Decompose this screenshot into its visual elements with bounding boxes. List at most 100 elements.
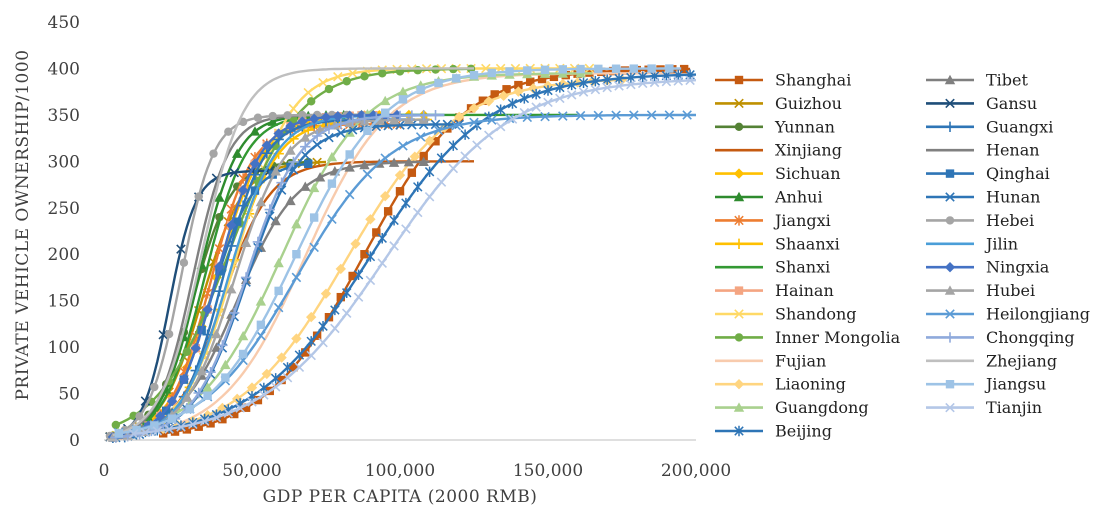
y-tick-label: 50 — [58, 385, 80, 405]
data-point-chongqing — [264, 204, 275, 215]
data-point-qinghai — [304, 159, 313, 169]
data-point-tianjin — [199, 416, 210, 426]
legend-marker — [734, 333, 744, 342]
legend-label: Hunan — [986, 188, 1040, 207]
data-point-tibet — [388, 157, 400, 167]
data-point-jiangsu — [452, 74, 461, 83]
data-point-ningxia — [344, 110, 355, 121]
data-point-tianjin — [176, 422, 186, 432]
data-point-tibet — [300, 181, 311, 191]
data-point-chongqing — [288, 156, 299, 168]
data-point-ningxia — [155, 410, 166, 422]
data-point-ningxia — [285, 120, 296, 132]
data-point-shanghai — [277, 375, 286, 385]
data-point-beijing — [282, 362, 293, 373]
data-point-jiangsu — [594, 64, 603, 74]
data-point-shandong — [303, 87, 314, 98]
legend-label: Qinghai — [986, 164, 1050, 183]
y-tick-label: 450 — [48, 13, 80, 33]
data-point-heilongjiang — [486, 115, 497, 125]
legend-marker — [733, 168, 745, 179]
data-point-tianjin — [661, 76, 672, 87]
data-point-tianjin — [543, 97, 553, 108]
data-point-chongqing — [193, 387, 204, 399]
data-point-gansu — [176, 244, 186, 254]
data-point-heilongjiang — [504, 113, 515, 124]
data-point-jiangsu — [150, 421, 159, 430]
data-point-beijing — [578, 77, 589, 89]
legend-item-beijing: Beijing — [715, 422, 832, 441]
data-point-tianjin — [685, 75, 695, 86]
data-point-tianjin — [389, 241, 399, 251]
data-point-chongqing — [359, 113, 370, 124]
data-point-beijing — [318, 321, 328, 332]
data-point-tianjin — [472, 140, 482, 150]
data-point-anhui — [267, 116, 278, 126]
legend-marker — [945, 192, 955, 202]
legend-label: Xinjiang — [775, 141, 842, 160]
data-point-tianjin — [401, 224, 411, 234]
data-point-ningxia — [237, 184, 249, 196]
legend-item-shanghai: Shanghai — [715, 71, 851, 90]
data-point-beijing — [590, 75, 601, 87]
data-point-chongqing — [406, 110, 418, 121]
data-point-beijing — [341, 287, 352, 298]
x-axis: 0 50,000 100,000 150,000 200,000 — [99, 439, 731, 481]
data-point-jiangsu — [309, 213, 319, 222]
data-point-heilongjiang — [629, 110, 639, 120]
y-tick-label: 0 — [69, 431, 80, 451]
data-point-qinghai — [250, 186, 260, 195]
series-heilongjiang — [114, 110, 696, 438]
data-point-chongqing — [418, 110, 429, 121]
data-point-jiangxi — [226, 203, 237, 215]
legend-marker — [734, 98, 744, 109]
plot-area — [105, 63, 697, 443]
data-point-heilongjiang — [362, 169, 373, 179]
data-point-jiangsu — [238, 349, 248, 359]
data-point-liaoning — [306, 311, 317, 323]
data-point-guangdong — [220, 359, 231, 370]
data-point-jiangsu — [256, 320, 266, 330]
data-point-jiangsu — [185, 404, 195, 414]
data-point-jiangsu — [345, 150, 354, 159]
data-point-anhui — [232, 148, 243, 158]
data-point-beijing — [460, 129, 470, 140]
data-point-beijing — [448, 140, 459, 151]
data-point-beijing — [602, 74, 612, 85]
data-point-jiangsu — [487, 68, 496, 78]
data-point-shanghai — [230, 409, 239, 419]
data-point-tianjin — [259, 390, 269, 400]
data-point-liaoning — [483, 96, 494, 107]
data-point-liaoning — [380, 190, 391, 202]
legend-label: Shandong — [775, 305, 857, 324]
data-point-tibet — [285, 195, 296, 206]
data-point-tianjin — [235, 403, 245, 413]
legend-label: Ningxia — [986, 258, 1050, 277]
data-point-hubei — [300, 132, 311, 142]
legend-item-tibet: Tibet — [926, 71, 1029, 90]
data-point-tianjin — [377, 258, 388, 268]
data-point-shanghai — [336, 292, 345, 302]
data-point-heilongjiang — [682, 110, 692, 120]
data-point-hubei — [211, 328, 222, 339]
data-point-tianjin — [637, 78, 648, 89]
data-point-jiangsu — [203, 391, 212, 400]
data-point-jiangsu — [523, 66, 532, 75]
data-point-hubei — [285, 145, 296, 155]
data-point-heilongjiang — [575, 110, 586, 121]
legend-label: Shanxi — [775, 258, 830, 277]
data-point-heilongjiang — [558, 111, 568, 121]
data-point-ningxia — [226, 219, 237, 231]
data-point-jiangsu — [274, 286, 283, 296]
data-point-heilongjiang — [344, 189, 355, 200]
data-point-tianjin — [448, 163, 459, 174]
data-point-hebei — [224, 127, 233, 136]
data-point-heilongjiang — [327, 214, 337, 224]
data-point-heilongjiang — [273, 302, 284, 313]
data-point-shanghai — [383, 207, 393, 216]
data-point-guangxi — [249, 169, 261, 180]
legend-marker — [733, 379, 745, 390]
data-point-heilongjiang — [611, 110, 621, 121]
data-point-shanghai — [289, 362, 298, 372]
data-point-ningxia — [297, 116, 308, 127]
